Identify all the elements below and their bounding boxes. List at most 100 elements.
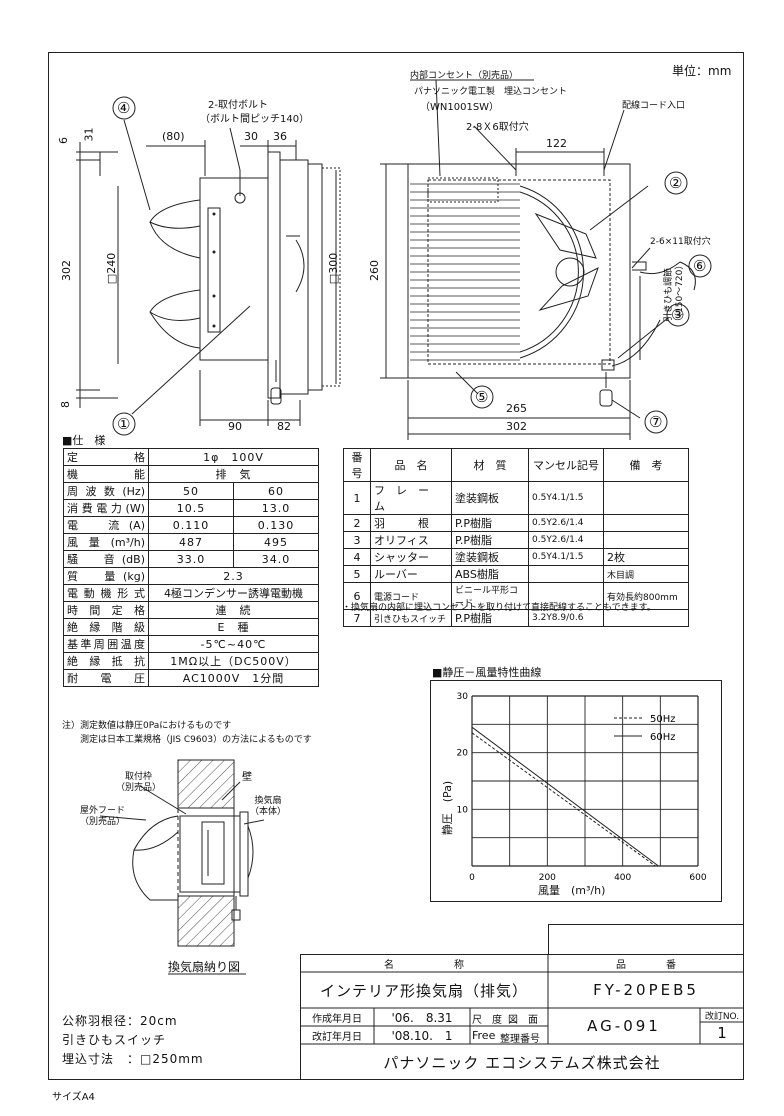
- parts-cell: P.P樹脂: [451, 609, 529, 627]
- spec-title: ■仕 様: [62, 434, 106, 447]
- x-tick-label: 600: [689, 873, 706, 883]
- holes-side: 2-6×11取付穴: [650, 237, 711, 247]
- parts-cell: シャッター: [370, 548, 452, 566]
- callout-2: ②: [669, 174, 683, 192]
- revision-number: 1: [717, 1024, 727, 1042]
- parts-cell: 電源コード: [370, 582, 452, 610]
- drawing-label: 図 面: [508, 1015, 538, 1026]
- spec-value: 連 続: [148, 601, 319, 619]
- dim-36: 36: [273, 130, 287, 143]
- spec-value: 10.5: [148, 499, 234, 517]
- callout-7: ⑦: [649, 413, 663, 431]
- install-frame-label: 取付枠 （別売品）: [116, 772, 162, 793]
- holes-top: 2-8Ｘ6取付穴: [466, 122, 529, 133]
- dim-265: 265: [506, 402, 527, 415]
- chart-xlabel: 風量 (m³/h): [538, 884, 606, 897]
- parts-note: ・換気扇の内部に埋込コンセントを取り付けて直接配線することもできます。: [342, 603, 656, 613]
- spec-value: -5℃~40℃: [148, 635, 319, 653]
- spec-label: 時間定格: [63, 601, 149, 619]
- spec-label: 周波数(Hz): [63, 482, 149, 500]
- info-blade: 公称羽根径：20cm: [62, 1014, 178, 1028]
- parts-header: 備 考: [603, 448, 689, 482]
- x-tick-label: 400: [614, 873, 631, 883]
- spec-label: 騒 音(dB): [63, 550, 149, 568]
- install-fan-label: 換気扇 （本体）: [250, 796, 287, 817]
- product-code: FY-20PEB5: [593, 981, 699, 999]
- x-tick-label: 200: [539, 873, 556, 883]
- dim-30: 30: [244, 130, 258, 143]
- scale-value: Free: [472, 1029, 496, 1042]
- dim-302-front: 302: [506, 420, 527, 433]
- parts-header: 番号: [343, 448, 371, 482]
- y-tick-label: 10: [457, 805, 469, 815]
- spec-value: 487: [148, 533, 234, 551]
- callout-3: ③: [671, 306, 685, 324]
- outlet-label-2: パナソニック電工製 埋込コンセント: [414, 87, 568, 97]
- bolt-label: 2-取付ボルト: [208, 100, 268, 111]
- ref-label: 整理番号: [500, 1034, 540, 1045]
- outlet-model: （WN1001SW）: [420, 102, 500, 113]
- parts-cell: ABS樹脂: [451, 565, 529, 583]
- parts-cell: [528, 582, 604, 610]
- parts-cell: [603, 609, 689, 627]
- scale-label: 尺 度: [472, 1015, 502, 1026]
- dim-90: 90: [228, 420, 242, 433]
- info-cutout: 埋込寸法 ：□250mm: [62, 1052, 204, 1066]
- company-name: パナソニック エコシステムズ株式会社: [383, 1053, 661, 1072]
- spec-value: 排 気: [148, 465, 319, 483]
- spec-value: AC1000V 1分間: [148, 669, 319, 687]
- y-tick-label: 20: [457, 749, 469, 759]
- parts-cell: 2枚: [603, 548, 689, 566]
- created-label: 作成年月日: [312, 1013, 362, 1025]
- callout-5: ⑤: [475, 388, 489, 406]
- revised-date: '08.10. 1: [391, 1028, 453, 1043]
- title-block: [300, 954, 744, 1080]
- spec-label: 定 格: [63, 448, 149, 466]
- legend-label-60Hz: 60Hz: [650, 732, 676, 743]
- spec-note-2: 測定は日本工業規格（JIS C9603）の方法によるものです: [80, 735, 312, 745]
- spec-value: 1MΩ以上（DC500V）: [148, 652, 319, 670]
- outlet-label: 内部コンセント（別売品）: [410, 71, 519, 81]
- dim-122: 122: [546, 137, 567, 150]
- spec-value: 4極コンデンサー誘導電動機: [148, 584, 319, 602]
- title-name-header: 名 称: [384, 959, 464, 971]
- parts-cell: 塗装鋼板: [451, 481, 529, 515]
- unit-label: 単位：mm: [672, 64, 732, 78]
- chart-frame: [430, 680, 722, 902]
- bolt-pitch: （ボルト間ピッチ140）: [200, 114, 310, 125]
- revision-label: 改訂NO.: [704, 1011, 740, 1022]
- install-caption: 換気扇納り図: [168, 960, 241, 974]
- parts-cell: 0.5Y4.1/1.5: [528, 481, 604, 515]
- series-line-50Hz: [471, 732, 656, 867]
- dim-80: (80): [162, 130, 185, 143]
- parts-cell: フ レ ー ム: [370, 481, 452, 515]
- created-date: '06. 8.31: [391, 1010, 453, 1025]
- revised-label: 改訂年月日: [312, 1031, 362, 1043]
- callout-4: ④: [117, 99, 131, 117]
- dim-82: 82: [277, 420, 291, 433]
- parts-header: マンセル記号: [528, 448, 604, 482]
- chart-title: ■静圧－風量特性曲線: [432, 666, 542, 679]
- callout-6: ⑥: [693, 257, 707, 275]
- cord-inlet: 配線コード入口: [622, 101, 686, 111]
- spec-table: 定 格 1φ 100V 機 能排 気 周波数(Hz) 50 60 消費電力(W) 10.…: [63, 448, 319, 687]
- parts-cell: 1: [343, 481, 371, 515]
- title-code-header: 品 番: [616, 959, 676, 971]
- title-block-top: [548, 924, 744, 954]
- install-wall-label: 壁: [242, 772, 252, 783]
- install-hood-label: 屋外フード （別売品）: [80, 806, 126, 827]
- product-name: インテリア形換気扇（排気）: [319, 981, 528, 1000]
- parts-header: 材 質: [451, 448, 529, 482]
- drawing-number: AG-091: [587, 1017, 661, 1035]
- spec-label: 耐 電 圧: [63, 669, 149, 687]
- paper-size: サイズA4: [52, 1092, 95, 1103]
- series-line-60Hz: [471, 726, 659, 867]
- spec-note-1: 注）測定数値は静圧0Paにおけるものです: [62, 721, 232, 731]
- y-tick-label: 30: [457, 692, 469, 702]
- info-switch: 引きひもスイッチ: [62, 1033, 167, 1047]
